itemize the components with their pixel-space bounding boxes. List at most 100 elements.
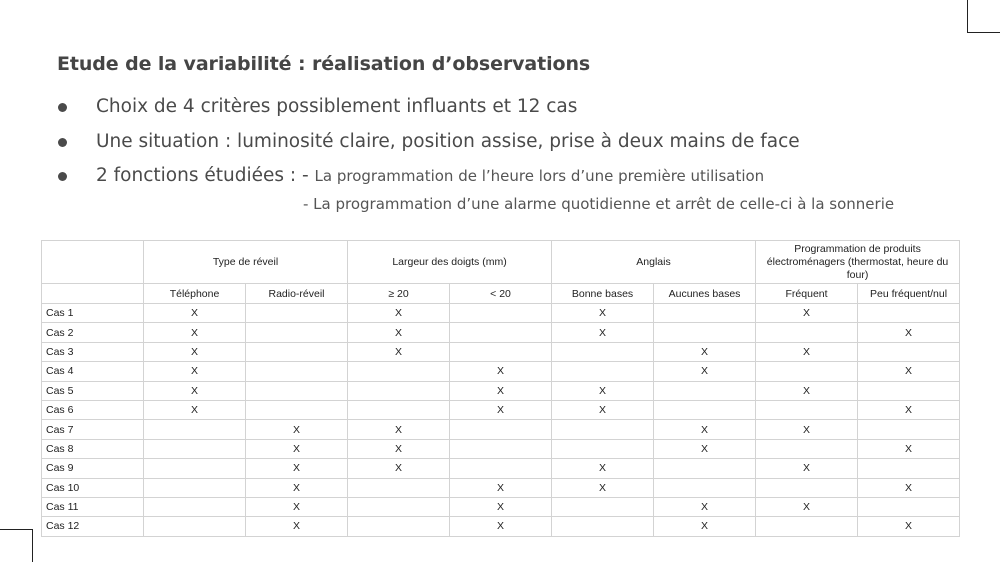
table-cell: X [653,419,757,440]
table-cell: X [857,361,961,382]
table-cell: X [448,496,553,518]
table-cell: X [857,399,961,421]
case-label: Cas 9 [41,458,144,479]
bullet-list: Choix de 4 critères possiblement influan… [57,93,800,197]
case-label: Cas 11 [41,496,144,518]
table-cell [857,380,961,401]
table-cell: X [653,361,757,382]
table-cell: X [755,341,859,363]
table-cell [755,516,859,537]
table-cell: X [245,477,348,498]
table-group-header-row: Type de réveil Largeur des doigts (mm) A… [41,240,961,284]
table-cell [857,341,961,363]
table-cell [448,419,553,440]
table-cell: X [755,458,859,479]
table-cell: X [857,438,961,460]
table-cell [347,361,450,382]
bullet-item: Choix de 4 critères possiblement influan… [57,93,800,128]
table-cell [551,516,655,537]
case-label: Cas 1 [41,302,144,324]
table-cell [551,419,655,440]
slide-title: Etude de la variabilité : réalisation d’… [57,53,591,75]
table-cell [143,477,246,498]
corner-frame-bottom-left [0,529,33,562]
table-cell: X [551,380,655,401]
bullet-item: 2 fonctions étudiées : - La programmatio… [57,162,800,197]
case-label: Cas 5 [41,380,144,401]
bullet-item: Une situation : luminosité claire, posit… [57,128,800,163]
table-cell [755,322,859,343]
table-cell: X [143,361,246,382]
table-cell: X [245,438,348,460]
table-cell [653,458,757,479]
table-cell: X [857,516,961,537]
table-cell: X [245,458,348,479]
table-cell [245,380,348,401]
table-cell [755,438,859,460]
table-cell: X [551,477,655,498]
table-cell: X [551,322,655,343]
table-cell [245,361,348,382]
bullet-dot-icon [58,103,67,112]
bullet-text: 2 fonctions étudiées : - [96,165,309,186]
table-cell: X [551,458,655,479]
subheader-peu-frequent: Peu fréquent/nul [857,283,961,304]
table-cell: X [857,322,961,343]
table-cell [143,438,246,460]
table-cell [857,419,961,440]
subheader-aucunes-bases: Aucunes bases [653,283,757,304]
table-corner-cell [41,240,144,284]
table-cell: X [653,496,757,518]
table-cell [755,361,859,382]
table-cell [143,496,246,518]
table-cell: X [448,399,553,421]
table-cell: X [653,438,757,460]
table-cell: X [347,341,450,363]
table-subheader-row: Téléphone Radio-réveil ≥ 20 < 20 Bonne b… [41,283,961,304]
table-cell: X [755,302,859,324]
bullet-text: Choix de 4 critères possiblement influan… [96,96,578,117]
table-cell: X [448,361,553,382]
table-cell [551,361,655,382]
table-row: Cas 10 X X X X [41,477,961,498]
table-cell [245,302,348,324]
case-label: Cas 3 [41,341,144,363]
case-label: Cas 6 [41,399,144,421]
table-cell [347,496,450,518]
table-cell: X [347,302,450,324]
table-cell [448,341,553,363]
table-cell [755,477,859,498]
table-cell: X [143,341,246,363]
table-cell [245,322,348,343]
table-cell [857,458,961,479]
table-cell: X [143,380,246,401]
subheader-lt-20: < 20 [448,283,553,304]
table-cell [551,438,655,460]
table-cell: X [347,419,450,440]
group-header-programmation: Programmation de produits électroménager… [755,240,961,284]
subheader-bonne-bases: Bonne bases [551,283,655,304]
table-cell [653,477,757,498]
table-cell: X [551,399,655,421]
table-cell: X [143,322,246,343]
table-cell [653,399,757,421]
bullet-dot-icon [58,172,67,181]
table-cell [653,322,757,343]
table-cell [245,399,348,421]
table-cell: X [448,477,553,498]
table-cell [347,477,450,498]
table-cell [245,341,348,363]
table-cell [653,380,757,401]
case-label: Cas 2 [41,322,144,343]
table-body: Cas 1 X X X X Cas 2 X X X X Cas 3 X X X X Cas 4 X X X X Cas … [41,302,961,537]
table-cell [653,302,757,324]
case-label: Cas 4 [41,361,144,382]
cases-table: Type de réveil Largeur des doigts (mm) A… [41,240,961,537]
